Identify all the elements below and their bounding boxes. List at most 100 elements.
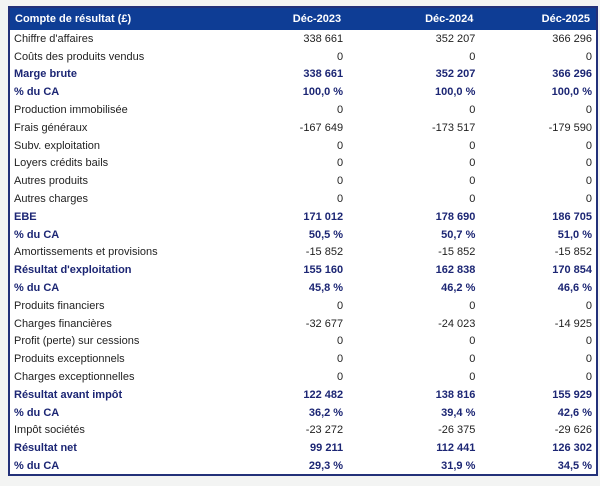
cell-value: 0 (585, 353, 592, 366)
cell-value: 0 (336, 353, 344, 366)
row-label: EBE (14, 210, 37, 223)
cell-value: 338 661 (303, 68, 344, 81)
row-label: Résultat net (14, 442, 77, 455)
row-label: Résultat d'exploitation (14, 264, 132, 277)
row-label: Impôt sociétés (14, 424, 85, 437)
cell-value: 0 (585, 335, 592, 348)
table-row: % du CA 29,3 % 31,9 % 34,5 % (9, 457, 597, 475)
cell-value: 0 (469, 175, 476, 188)
column-header-dec-2025: Déc-2025 (479, 7, 597, 30)
cell-value: -15 852 (305, 246, 344, 259)
table-row: Frais généraux -167 649 -173 517 -179 590 (9, 119, 597, 137)
cell-value: -167 649 (299, 121, 344, 134)
cell-value: 46,6 % (557, 282, 592, 295)
cell-value: 0 (336, 50, 344, 63)
cell-value: -26 375 (438, 424, 476, 437)
row-label: Frais généraux (14, 121, 88, 134)
cell-value: 0 (336, 193, 344, 206)
cell-value: 0 (336, 157, 344, 170)
table-row: Impôt sociétés -23 272 -26 375 -29 626 (9, 422, 597, 440)
table-row: Résultat d'exploitation 155 160 162 838 170… (9, 261, 597, 279)
cell-value: 36,2 % (308, 406, 344, 419)
cell-value: 122 482 (303, 388, 344, 401)
cell-value: 126 302 (552, 442, 592, 455)
row-label: Production immobilisée (14, 104, 128, 117)
cell-value: -179 590 (548, 121, 592, 134)
cell-value: 186 705 (552, 210, 592, 223)
cell-value: 99 211 (310, 442, 344, 455)
row-label: Profit (perte) sur cessions (14, 335, 140, 348)
table-row: % du CA 36,2 % 39,4 % 42,6 % (9, 404, 597, 422)
cell-value: 171 012 (303, 210, 344, 223)
cell-value: 0 (585, 104, 592, 117)
table-row: Autres produits 0 0 0 (9, 172, 597, 190)
row-label: Marge brute (14, 68, 77, 81)
row-label: % du CA (14, 282, 60, 295)
column-header-dec-2023: Déc-2023 (214, 7, 348, 30)
cell-value: 178 690 (435, 210, 476, 223)
cell-value: 0 (469, 335, 476, 348)
table-row: % du CA 50,5 % 50,7 % 51,0 % (9, 226, 597, 244)
cell-value: 39,4 % (441, 406, 476, 419)
row-label: % du CA (14, 86, 60, 99)
cell-value: 0 (336, 139, 344, 152)
cell-value: 100,0 % (302, 86, 344, 99)
cell-value: -32 677 (305, 317, 344, 330)
table-row: Amortissements et provisions -15 852 -15 8… (9, 244, 597, 262)
cell-value: 45,8 % (308, 282, 344, 295)
row-label: % du CA (14, 459, 60, 472)
table-header-row: Compte de résultat (£) Déc-2023 Déc-2024… (9, 7, 597, 30)
row-label: Produits exceptionnels (14, 353, 125, 366)
table-row: Subv. exploitation 0 0 0 (9, 137, 597, 155)
table-body: Chiffre d'affaires 338 661 352 207 366 296 C… (9, 30, 597, 475)
column-header-dec-2024: Déc-2024 (347, 7, 480, 30)
cell-value: 0 (469, 157, 476, 170)
table-row: % du CA 100,0 % 100,0 % 100,0 % (9, 83, 597, 101)
table-row: Charges exceptionnelles 0 0 0 (9, 368, 597, 386)
table-row: Résultat avant impôt 122 482 138 816 155 92… (9, 386, 597, 404)
table-row: Loyers crédits bails 0 0 0 (9, 155, 597, 173)
cell-value: 0 (585, 299, 592, 312)
cell-value: -15 852 (438, 246, 476, 259)
table-row: Profit (perte) sur cessions 0 0 0 (9, 333, 597, 351)
table-row: Chiffre d'affaires 338 661 352 207 366 296 (9, 30, 597, 48)
cell-value: -14 925 (554, 317, 592, 330)
cell-value: 0 (469, 193, 476, 206)
cell-value: 0 (585, 139, 592, 152)
cell-value: -29 626 (554, 424, 592, 437)
cell-value: 155 160 (303, 264, 344, 277)
cell-value: 352 207 (435, 68, 476, 81)
row-label: Charges exceptionnelles (14, 371, 135, 384)
income-statement-table: Compte de résultat (£) Déc-2023 Déc-2024… (8, 6, 598, 476)
row-label: Amortissements et provisions (14, 246, 158, 259)
cell-value: 100,0 % (435, 86, 476, 99)
cell-value: 162 838 (435, 264, 476, 277)
cell-value: -23 272 (305, 424, 344, 437)
cell-value: 31,9 % (441, 459, 476, 472)
cell-value: 42,6 % (557, 406, 592, 419)
cell-value: 0 (585, 193, 592, 206)
cell-value: 0 (469, 353, 476, 366)
cell-value: 0 (469, 299, 476, 312)
row-label: % du CA (14, 228, 60, 241)
cell-value: 0 (469, 371, 476, 384)
row-label: Loyers crédits bails (14, 157, 109, 170)
cell-value: -15 852 (554, 246, 592, 259)
cell-value: 0 (585, 157, 592, 170)
table-row: Charges financières -32 677 -24 023 -14 925 (9, 315, 597, 333)
cell-value: 155 929 (552, 388, 592, 401)
cell-value: 0 (585, 50, 592, 63)
table-row: Production immobilisée 0 0 0 (9, 101, 597, 119)
row-label: Autres produits (14, 175, 88, 188)
cell-value: 0 (469, 104, 476, 117)
cell-value: 0 (585, 175, 592, 188)
cell-value: 170 854 (552, 264, 592, 277)
table-title: Compte de résultat (£) (9, 7, 215, 30)
cell-value: 0 (336, 104, 344, 117)
table-row: Produits exceptionnels 0 0 0 (9, 350, 597, 368)
table-row: Marge brute 338 661 352 207 366 296 (9, 66, 597, 84)
cell-value: 0 (336, 175, 344, 188)
cell-value: 366 296 (552, 32, 592, 45)
cell-value: 0 (469, 50, 476, 63)
